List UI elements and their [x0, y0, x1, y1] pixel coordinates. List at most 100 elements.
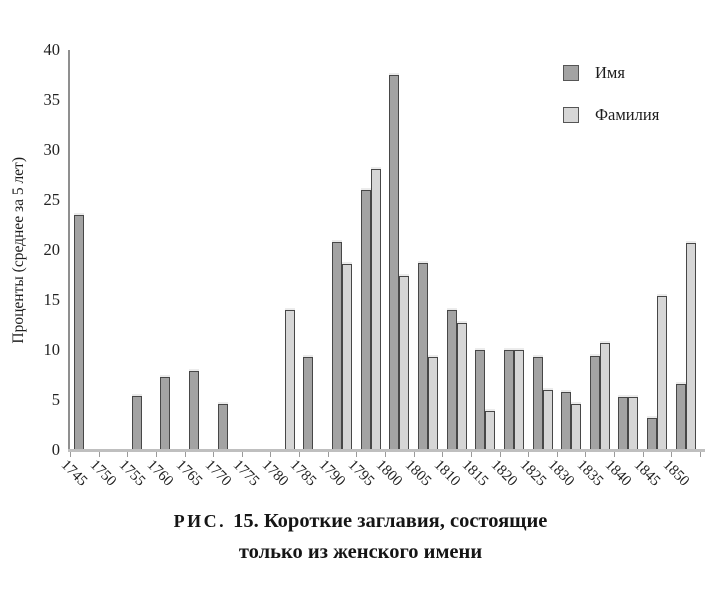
y-tick-label-40: 40: [43, 40, 61, 59]
x-tick: [356, 452, 358, 457]
y-tick-label-30: 30: [43, 140, 61, 159]
x-tick: [528, 452, 530, 457]
x-axis-label-1790: 1790: [315, 457, 349, 490]
bar-group-1795: [356, 50, 385, 450]
bar-surname-1850: [685, 243, 696, 450]
x-tick: [700, 452, 701, 457]
y-tick-label-20: 20: [43, 240, 61, 259]
bar-group-1745: [70, 50, 99, 450]
bar-name-1760: [160, 377, 171, 450]
bar-name-1810: [446, 310, 457, 450]
x-tick: [241, 452, 243, 457]
bar-surname-1800: [399, 276, 410, 450]
x-tick: [413, 452, 415, 457]
x-axis-label-1805: 1805: [401, 457, 435, 490]
legend-swatch-name: [563, 65, 579, 81]
x-tick: [614, 452, 616, 457]
bar-group-1790: [328, 50, 357, 450]
bar-group-1755: [127, 50, 156, 450]
x-tick: [299, 452, 301, 457]
bar-group-1850: [671, 50, 700, 450]
bar-group-1815: [471, 50, 500, 450]
bar-name-1805: [418, 263, 428, 450]
bar-name-1785: [303, 357, 314, 450]
bar-surname-1835: [599, 343, 610, 450]
bar-group-1770: [213, 50, 242, 450]
bar-group-1845: [643, 50, 672, 450]
y-axis-line: [68, 50, 70, 451]
y-tick-label-10: 10: [43, 340, 61, 359]
bar-surname-1830: [571, 404, 582, 450]
bar-group-1840: [614, 50, 643, 450]
x-axis-label-1840: 1840: [602, 457, 635, 490]
caption-line-2: только из женского имени: [238, 541, 483, 563]
x-axis-label-1765: 1765: [172, 457, 206, 490]
bar-group-1785: [299, 50, 328, 450]
x-tick: [155, 452, 157, 457]
bar-group-1775: [242, 50, 271, 450]
bar-name-1845: [647, 418, 658, 450]
x-tick: [213, 452, 215, 457]
x-tick: [184, 452, 186, 457]
y-tick-label-0: 0: [51, 440, 60, 459]
bar-group-1760: [156, 50, 185, 450]
y-tick-label-15: 15: [43, 290, 61, 309]
bar-name-1800: [389, 75, 400, 450]
y-tick-label-35: 35: [43, 90, 61, 109]
bars-row: [70, 50, 700, 450]
figure-caption: РИС. 15. Короткие заглавия, состоящие тол…: [0, 506, 721, 568]
bar-name-1835: [589, 356, 600, 450]
x-axis-label-1755: 1755: [115, 457, 148, 490]
bar-surname-1840: [628, 397, 639, 450]
x-tick: [127, 452, 129, 457]
x-axis-label-1800: 1800: [372, 457, 406, 490]
bar-name-1820: [503, 350, 514, 450]
bar-surname-1805: [428, 357, 438, 450]
x-axis-label-1810: 1810: [430, 457, 463, 490]
legend: Имя Фамилия: [563, 63, 659, 125]
legend-swatch-surname: [563, 107, 579, 123]
bar-group-1830: [557, 50, 586, 450]
bar-group-1835: [586, 50, 615, 450]
x-tick: [470, 452, 472, 457]
x-axis-label-1780: 1780: [258, 457, 291, 490]
x-tick: [327, 452, 329, 457]
bar-name-1815: [475, 350, 486, 450]
x-axis-label-1770: 1770: [201, 457, 234, 490]
x-axis-label-1815: 1815: [458, 457, 492, 490]
caption-line-1-text: 15. Короткие заглавия, состоящие: [233, 510, 548, 532]
caption-prefix: РИС.: [173, 511, 227, 531]
bar-name-1795: [360, 190, 371, 450]
caption-line-1: РИС. 15. Короткие заглавия, состоящие: [0, 506, 721, 537]
bar-name-1830: [561, 392, 572, 450]
x-axis-labels: 1745 1750 1755 1760 1765 1770 1775 1780 1785 1790…: [58, 450, 700, 505]
bar-group-1780: [270, 50, 299, 450]
bar-surname-1845: [657, 296, 668, 450]
x-axis-line: [68, 449, 705, 452]
legend-item-name: Имя: [563, 63, 659, 83]
x-axis-label-1785: 1785: [287, 457, 320, 490]
x-axis-label-1830: 1830: [544, 457, 578, 490]
plot-area: 1745 1750 1755 1760 1765 1770 1775 1780 1785 1790…: [44, 40, 705, 490]
bar-name-1755: [131, 396, 142, 450]
bar-surname-1820: [513, 350, 524, 450]
y-tick-label-5: 5: [51, 390, 60, 409]
x-tick: [385, 452, 386, 457]
bar-surname-1825: [542, 390, 553, 450]
x-tick: [585, 452, 587, 457]
bar-group-1805: [414, 50, 443, 450]
x-tick: [270, 452, 272, 457]
x-axis-label-1825: 1825: [516, 457, 549, 490]
legend-label-surname: Фамилия: [595, 105, 660, 124]
x-axis-label-1775: 1775: [229, 457, 263, 490]
x-tick: [70, 452, 71, 457]
y-tick-label-25: 25: [43, 190, 61, 209]
bar-group-1750: [99, 50, 128, 450]
bar-group-1825: [528, 50, 557, 450]
bar-surname-1810: [456, 323, 467, 450]
bar-surname-1815: [485, 411, 496, 450]
x-tick: [98, 452, 100, 457]
bar-surname-1780: [284, 310, 295, 450]
legend-label-name: Имя: [595, 63, 625, 82]
